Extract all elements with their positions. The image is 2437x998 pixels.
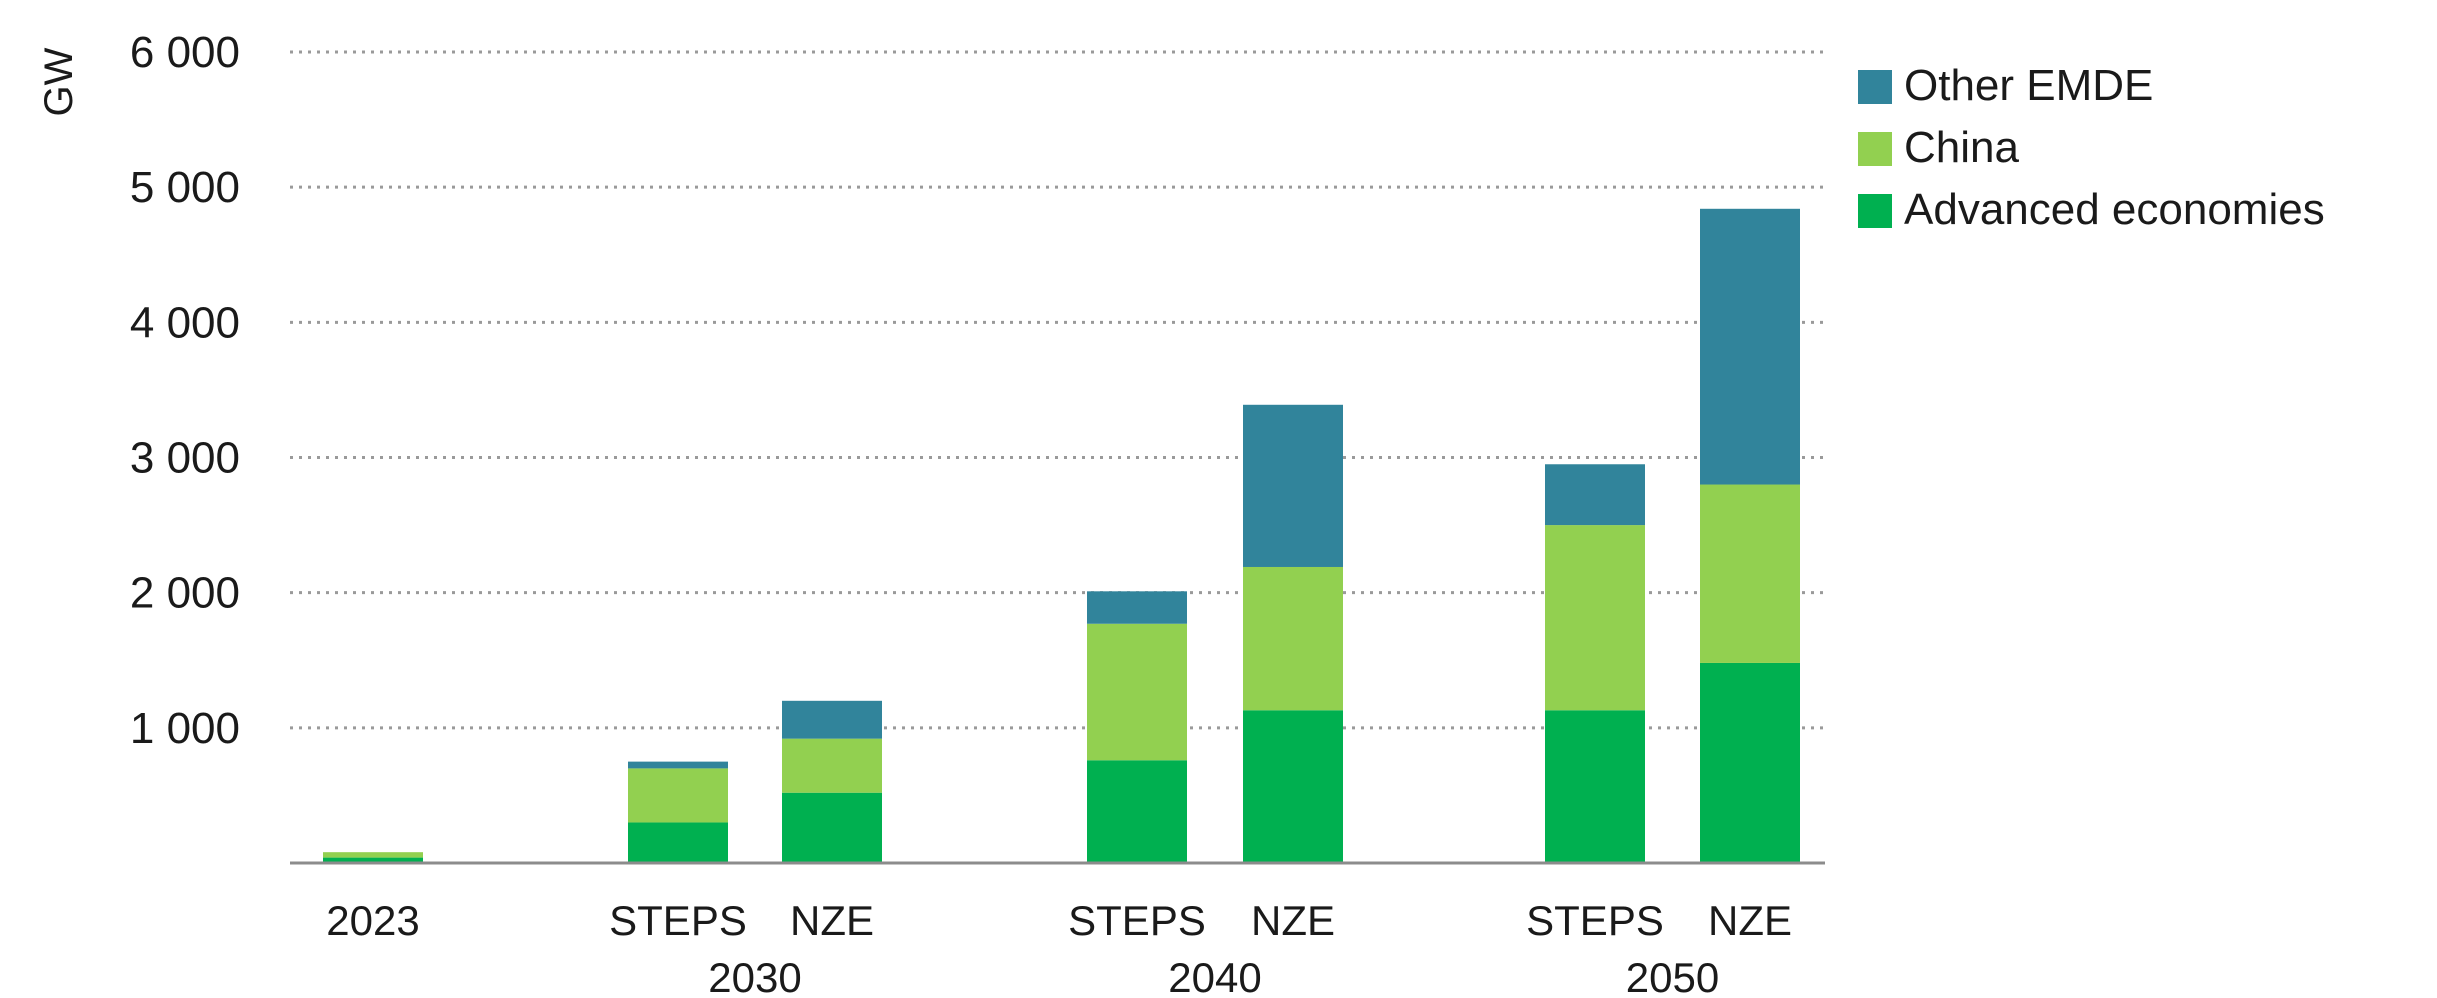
bar-segment-advanced-economies [1545,710,1645,863]
legend-label-other-emde: Other EMDE [1904,61,2153,110]
y-tick-label: 3 000 [130,434,240,483]
y-axis-label: GW [37,47,81,116]
bar-segment-china [1700,484,1800,663]
x-tick-label: STEPS [1526,897,1664,944]
bar-segment-other-emde [628,761,728,769]
x-tick-label: NZE [790,897,874,944]
x-tick-label: NZE [1251,897,1335,944]
bar-segment-other-emde [1243,404,1343,567]
legend-swatch-advanced-economies [1858,194,1892,228]
y-tick-label: 1 000 [130,704,240,753]
legend-swatch-other-emde [1858,70,1892,104]
bar-segment-other-emde [1545,464,1645,526]
bar-segment-advanced-economies [1087,760,1187,863]
x-tick-label: NZE [1708,897,1792,944]
bar-segment-other-emde [1087,591,1187,624]
x-group-label: 2030 [708,954,801,998]
group-labels: 2030 2040 2050 [708,954,1719,998]
legend-label-advanced-economies: Advanced economies [1904,185,2325,234]
legend-label-china: China [1904,123,2019,172]
y-tick-label: 2 000 [130,569,240,618]
x-tick-label: STEPS [1068,897,1206,944]
bar-segment-advanced-economies [1243,710,1343,863]
bar-segment-china [1243,566,1343,711]
legend: Other EMDE China Advanced economies [1858,61,2325,234]
category-labels: 2023 STEPS NZE STEPS NZE STEPS NZE [326,897,1792,944]
y-tick-labels: 1 000 2 000 3 000 4 000 5 000 6 000 [130,28,240,753]
bar-segment-china [323,852,423,858]
x-tick-label: 2023 [326,897,419,944]
x-tick-label: STEPS [609,897,747,944]
bar-segment-china [1087,623,1187,761]
y-tick-label: 4 000 [130,298,240,347]
legend-swatch-china [1858,132,1892,166]
bar-segment-china [628,768,728,823]
bar-segment-china [782,738,882,793]
bars [323,208,1800,863]
x-group-label: 2050 [1626,954,1719,998]
y-tick-label: 5 000 [130,163,240,212]
bar-segment-china [1545,525,1645,711]
bar-segment-advanced-economies [1700,662,1800,863]
y-tick-label: 6 000 [130,28,240,77]
bar-segment-other-emde [1700,208,1800,485]
bar-segment-advanced-economies [628,822,728,863]
x-group-label: 2040 [1168,954,1261,998]
bar-segment-other-emde [782,700,882,739]
bar-segment-advanced-economies [782,792,882,863]
bar-segment-advanced-economies [323,857,423,863]
